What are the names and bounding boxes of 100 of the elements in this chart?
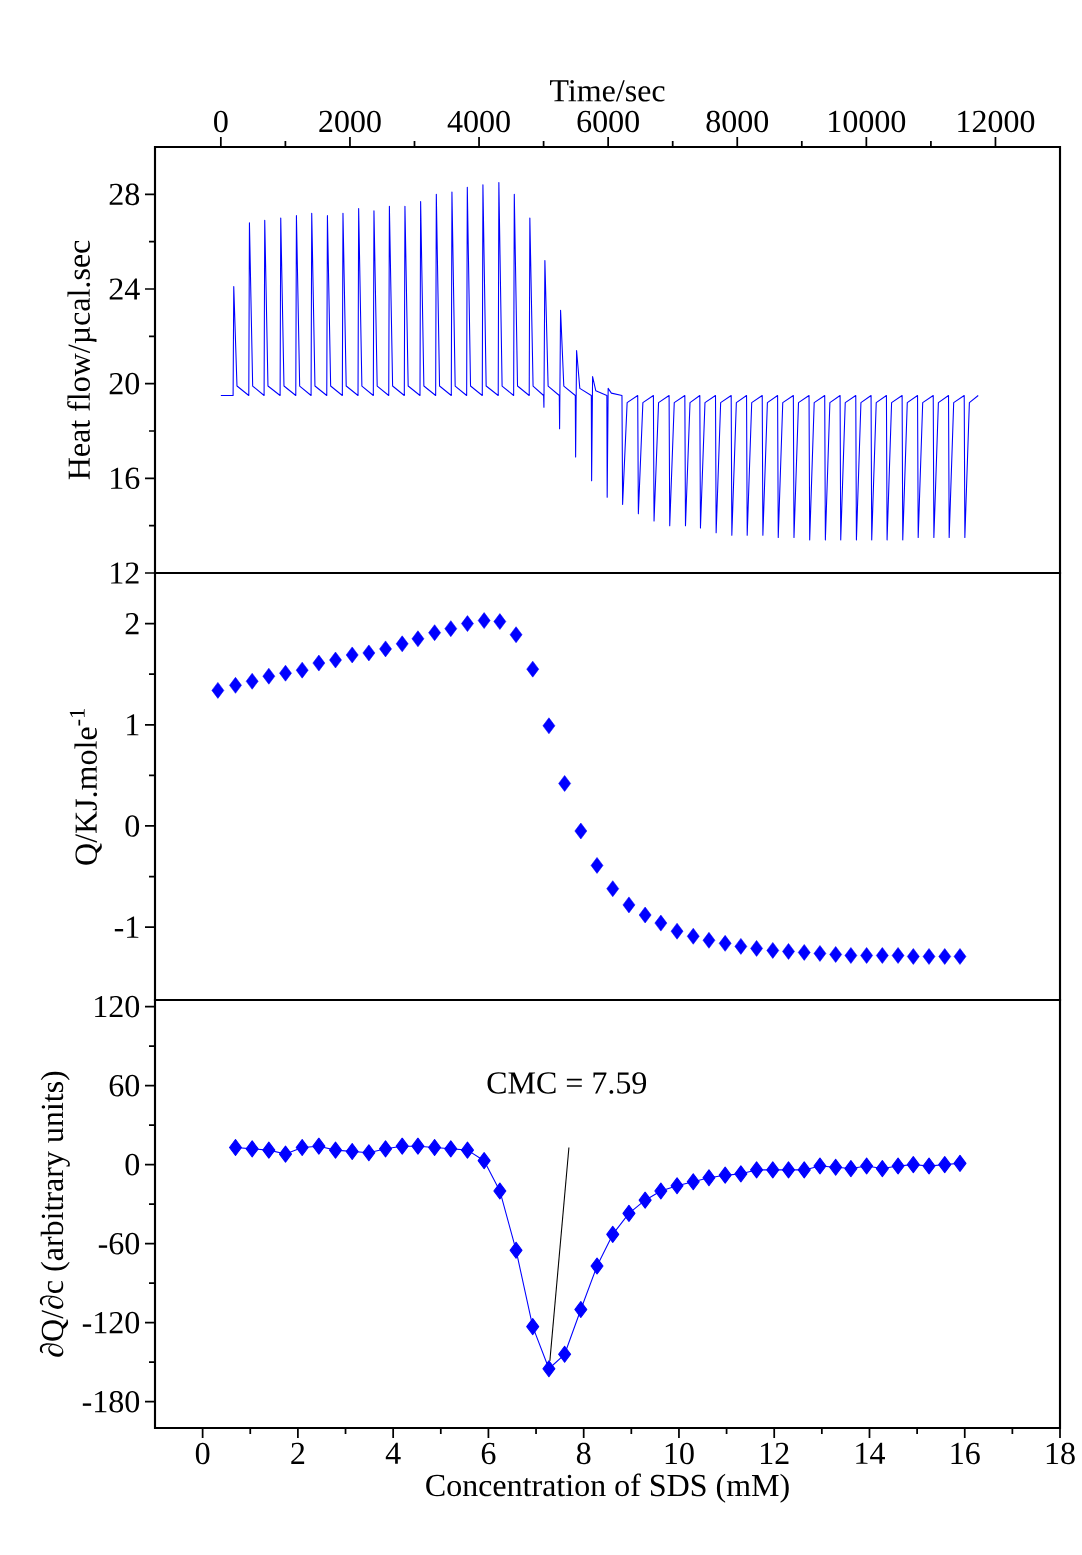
point [542,1360,556,1378]
y-tick-label: 28 [109,183,140,206]
point [362,644,376,662]
point [734,938,748,955]
point [797,1161,811,1179]
x-tick-label: 18 [1046,1442,1075,1465]
point [444,1140,458,1158]
point [718,1166,732,1184]
point [686,1173,700,1191]
point [702,1169,716,1187]
point [654,1182,668,1200]
x-tick-label: 10 [665,1442,694,1465]
point [574,1300,588,1319]
point [411,630,425,648]
point [558,1345,572,1363]
y-axis-title: Q/KJ.mole$^{-1}$ [69,709,102,865]
x-tick-label: 10000 [829,110,906,133]
point [860,947,873,964]
y-tick-label: 2 [125,613,139,635]
point [734,1165,748,1183]
point [938,948,952,965]
point [509,626,523,643]
point [813,1157,827,1175]
y-axis-title: ∂Q/∂c (arbitrary units) [39,1071,70,1357]
point [444,620,458,637]
point [295,661,309,679]
y-tick-label: -60 [98,1232,140,1255]
point [509,1241,523,1259]
point [461,615,474,632]
point [279,664,292,682]
point [922,948,936,965]
point [590,1257,604,1275]
x-tick-label: 8000 [706,110,769,133]
point [278,1145,293,1163]
point [345,646,359,664]
point [493,613,507,630]
point [428,624,441,641]
x-tick-label: 12 [761,1442,789,1464]
point [558,775,571,792]
point [860,1157,874,1175]
point [379,640,392,658]
point [395,1137,409,1155]
x-tick-label: 6000 [577,110,639,133]
point [526,1318,540,1336]
y-tick-label: -120 [82,1311,140,1334]
point [670,1177,684,1195]
point [829,1158,843,1176]
point [750,940,763,957]
point [245,1140,259,1158]
y-tick-label: 12 [111,562,139,584]
x-axis-title: Concentration of SDS (mM) [426,1473,789,1503]
point [229,677,242,694]
point [245,673,259,690]
point [702,932,716,949]
point [295,1138,309,1157]
point [638,906,652,924]
point [922,1157,936,1175]
point [328,1141,343,1159]
point [781,1161,796,1179]
point [379,1140,393,1158]
point [606,880,620,897]
point [797,944,811,961]
point [891,947,905,964]
y-tick-label: -180 [82,1390,140,1413]
point [211,682,225,699]
point [750,1161,764,1179]
y-axis-title: Heat flow/µcal.sec [67,240,97,480]
point [766,942,780,959]
point [526,660,539,678]
y-tick-label: 0 [125,1153,140,1176]
point [622,1204,636,1222]
point [844,947,858,964]
point [590,857,604,874]
point [766,1161,780,1179]
point [312,654,326,672]
line-series [220,181,979,541]
point [477,612,491,629]
point [312,1137,326,1155]
point [622,896,636,914]
x-tick-label: 14 [856,1442,885,1464]
x-tick-label: 2 [291,1442,305,1464]
y-tick-label: 120 [95,995,140,1018]
point [477,1152,491,1170]
point [875,1160,889,1178]
x-tick-label: 4 [385,1442,401,1464]
point [460,1141,475,1159]
point [829,946,842,963]
y-tick-label: 24 [109,278,140,300]
y-tick-label: 16 [111,467,140,490]
x-tick-label: 0 [214,110,228,133]
x-tick-label: 8 [576,1442,591,1465]
x-axis-title: Time/sec [550,80,665,102]
point [953,1154,967,1172]
y-tick-label: 1 [127,714,139,736]
y-tick-label: -1 [114,916,139,938]
x-tick-label: 2000 [319,110,381,133]
point [262,667,276,685]
point [606,1225,620,1243]
point [345,1142,359,1160]
point [428,1138,442,1157]
